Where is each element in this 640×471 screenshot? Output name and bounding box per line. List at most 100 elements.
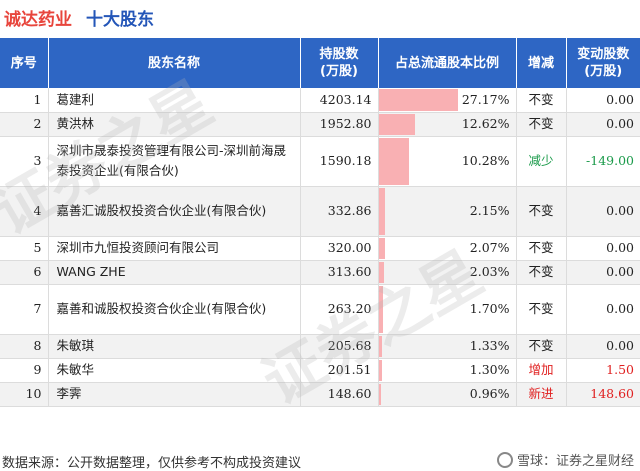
col-header-ratio: 占总流通股本比例 xyxy=(378,38,516,88)
row-index: 10 xyxy=(0,382,48,406)
ratio-value: 27.17% xyxy=(462,92,516,107)
shareholder-name: 朱敏华 xyxy=(48,358,300,382)
shares-held: 148.60 xyxy=(300,382,378,406)
ratio-cell: 1.33% xyxy=(378,334,516,358)
ratio-bar xyxy=(379,360,383,381)
ratio-bar xyxy=(379,262,385,283)
change-status: 不变 xyxy=(516,236,566,260)
ratio-cell: 1.30% xyxy=(378,358,516,382)
change-status: 新进 xyxy=(516,382,566,406)
shares-held: 201.51 xyxy=(300,358,378,382)
ratio-value: 10.28% xyxy=(462,153,516,168)
shareholder-name: 朱敏琪 xyxy=(48,334,300,358)
ratio-value: 1.30% xyxy=(470,362,516,377)
ratio-value: 1.33% xyxy=(470,338,516,353)
col-header-shares: 持股数 (万股) xyxy=(300,38,378,88)
ratio-cell: 2.03% xyxy=(378,260,516,284)
change-shares: 0.00 xyxy=(566,88,640,112)
change-status: 不变 xyxy=(516,88,566,112)
ratio-bar xyxy=(379,238,385,259)
change-status: 不变 xyxy=(516,284,566,334)
row-index: 6 xyxy=(0,260,48,284)
col-header-delta: 变动股数 (万股) xyxy=(566,38,640,88)
change-shares: -149.00 xyxy=(566,136,640,186)
brand-mark: 雪球：证券之星财经 xyxy=(497,450,634,469)
change-status: 不变 xyxy=(516,260,566,284)
shares-held: 205.68 xyxy=(300,334,378,358)
row-index: 4 xyxy=(0,186,48,236)
shareholder-name: 黄洪林 xyxy=(48,112,300,136)
ratio-cell: 2.15% xyxy=(378,186,516,236)
shareholder-name: 葛建利 xyxy=(48,88,300,112)
col-header-shares-line1: 持股数 xyxy=(301,46,378,63)
title-bar: 诚达药业 十大股东 xyxy=(0,0,640,34)
data-source-note: 数据来源：公开数据整理，仅供参考不构成投资建议 xyxy=(2,452,301,471)
change-status: 不变 xyxy=(516,112,566,136)
row-index: 8 xyxy=(0,334,48,358)
row-index: 7 xyxy=(0,284,48,334)
ratio-bar xyxy=(379,188,385,235)
table-header-row: 序号 股东名称 持股数 (万股) 占总流通股本比例 增减 变动股数 (万股) xyxy=(0,38,640,88)
shares-held: 1590.18 xyxy=(300,136,378,186)
shares-held: 263.20 xyxy=(300,284,378,334)
shares-held: 4203.14 xyxy=(300,88,378,112)
change-status: 减少 xyxy=(516,136,566,186)
shareholder-name: 深圳市晟泰投资管理有限公司-深圳前海晟泰投资企业(有限合伙) xyxy=(48,136,300,186)
ratio-cell: 12.62% xyxy=(378,112,516,136)
change-status: 不变 xyxy=(516,334,566,358)
ratio-bar xyxy=(379,138,409,185)
change-shares: 0.00 xyxy=(566,186,640,236)
ratio-cell: 0.96% xyxy=(378,382,516,406)
ratio-value: 1.70% xyxy=(470,301,516,316)
change-shares: 0.00 xyxy=(566,112,640,136)
col-header-change: 增减 xyxy=(516,38,566,88)
shareholder-name: 李霁 xyxy=(48,382,300,406)
change-shares: 1.50 xyxy=(566,358,640,382)
ratio-bar xyxy=(379,336,383,357)
change-shares: 0.00 xyxy=(566,284,640,334)
ratio-value: 2.07% xyxy=(470,240,516,255)
row-index: 3 xyxy=(0,136,48,186)
change-status: 不变 xyxy=(516,186,566,236)
shareholder-name: 嘉善汇诚股权投资合伙企业(有限合伙) xyxy=(48,186,300,236)
col-header-delta-line1: 变动股数 xyxy=(567,46,640,63)
change-shares: 0.00 xyxy=(566,334,640,358)
change-shares: 0.00 xyxy=(566,236,640,260)
ratio-cell: 27.17% xyxy=(378,88,516,112)
shareholders-table: 序号 股东名称 持股数 (万股) 占总流通股本比例 增减 变动股数 (万股) 1… xyxy=(0,38,640,407)
row-index: 2 xyxy=(0,112,48,136)
shareholder-name: WANG ZHE xyxy=(48,260,300,284)
shareholder-name: 嘉善和诚股权投资合伙企业(有限合伙) xyxy=(48,284,300,334)
col-header-delta-line2: (万股) xyxy=(567,63,640,80)
ratio-bar xyxy=(379,114,416,135)
change-shares: 0.00 xyxy=(566,260,640,284)
ratio-bar xyxy=(379,286,384,333)
ratio-value: 0.96% xyxy=(470,386,516,401)
snowball-logo-icon xyxy=(497,452,513,468)
ratio-cell: 1.70% xyxy=(378,284,516,334)
table-subtitle: 十大股东 xyxy=(86,5,154,30)
ratio-value: 2.03% xyxy=(470,264,516,279)
change-shares: 148.60 xyxy=(566,382,640,406)
col-header-index: 序号 xyxy=(0,38,48,88)
row-index: 5 xyxy=(0,236,48,260)
ratio-bar xyxy=(379,384,382,405)
shares-held: 313.60 xyxy=(300,260,378,284)
col-header-name: 股东名称 xyxy=(48,38,300,88)
shares-held: 1952.80 xyxy=(300,112,378,136)
shares-held: 332.86 xyxy=(300,186,378,236)
col-header-shares-line2: (万股) xyxy=(301,63,378,80)
brand-text: 雪球：证券之星财经 xyxy=(517,450,634,469)
company-name: 诚达药业 xyxy=(4,5,72,30)
